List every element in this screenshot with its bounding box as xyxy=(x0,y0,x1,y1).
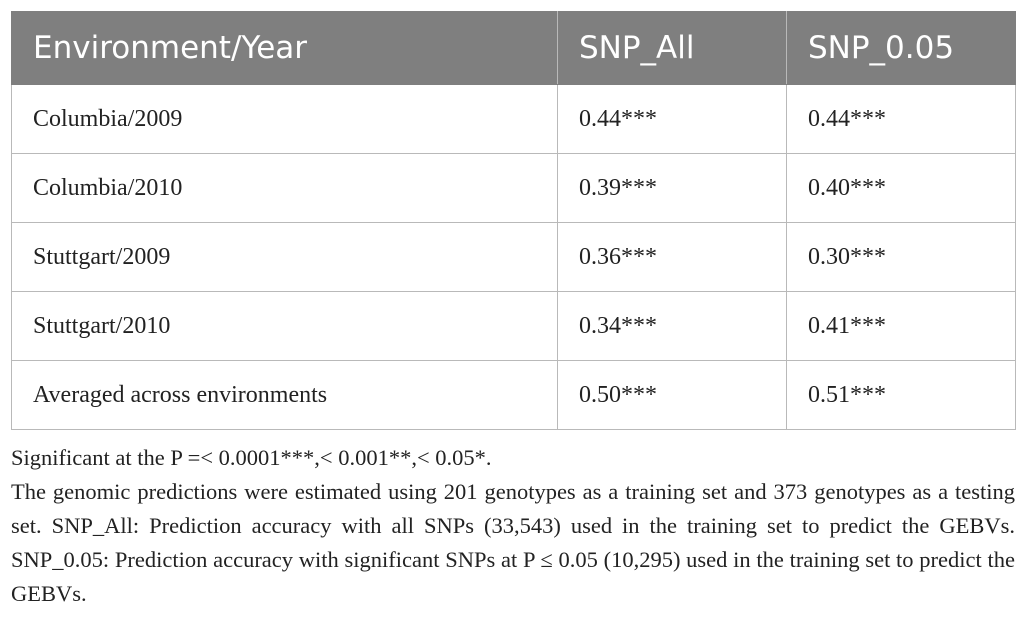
table-row: Stuttgart/2010 0.34*** 0.41*** xyxy=(11,291,1016,361)
table-row: Columbia/2010 0.39*** 0.40*** xyxy=(11,153,1016,223)
table-body: Columbia/2009 0.44*** 0.44*** Columbia/2… xyxy=(11,84,1016,430)
results-table-container: Environment/Year SNP_All SNP_0.05 Columb… xyxy=(11,11,1016,430)
significance-note: Significant at the P =< 0.0001***,< 0.00… xyxy=(11,445,492,470)
description-note: The genomic predictions were estimated u… xyxy=(11,479,1015,606)
cell-environment: Averaged across environments xyxy=(11,360,558,430)
cell-snp-005: 0.41*** xyxy=(786,291,1016,361)
header-snp-005: SNP_0.05 xyxy=(786,11,1016,85)
prediction-accuracy-table: Environment/Year SNP_All SNP_0.05 Columb… xyxy=(11,11,1016,430)
cell-snp-005: 0.44*** xyxy=(786,84,1016,154)
cell-environment: Stuttgart/2010 xyxy=(11,291,558,361)
cell-snp-all: 0.36*** xyxy=(557,222,787,292)
cell-environment: Stuttgart/2009 xyxy=(11,222,558,292)
cell-environment: Columbia/2009 xyxy=(11,84,558,154)
header-snp-all: SNP_All xyxy=(557,11,787,85)
table-header: Environment/Year SNP_All SNP_0.05 xyxy=(11,11,1016,85)
cell-snp-005: 0.30*** xyxy=(786,222,1016,292)
cell-snp-all: 0.34*** xyxy=(557,291,787,361)
cell-environment: Columbia/2010 xyxy=(11,153,558,223)
cell-snp-all: 0.39*** xyxy=(557,153,787,223)
cell-snp-all: 0.44*** xyxy=(557,84,787,154)
table-row: Columbia/2009 0.44*** 0.44*** xyxy=(11,84,1016,154)
table-footnotes: Significant at the P =< 0.0001***,< 0.00… xyxy=(11,441,1015,611)
cell-snp-005: 0.51*** xyxy=(786,360,1016,430)
header-row: Environment/Year SNP_All SNP_0.05 xyxy=(11,11,1016,85)
cell-snp-all: 0.50*** xyxy=(557,360,787,430)
table-row: Stuttgart/2009 0.36*** 0.30*** xyxy=(11,222,1016,292)
header-environment-year: Environment/Year xyxy=(11,11,558,85)
cell-snp-005: 0.40*** xyxy=(786,153,1016,223)
table-row: Averaged across environments 0.50*** 0.5… xyxy=(11,360,1016,430)
